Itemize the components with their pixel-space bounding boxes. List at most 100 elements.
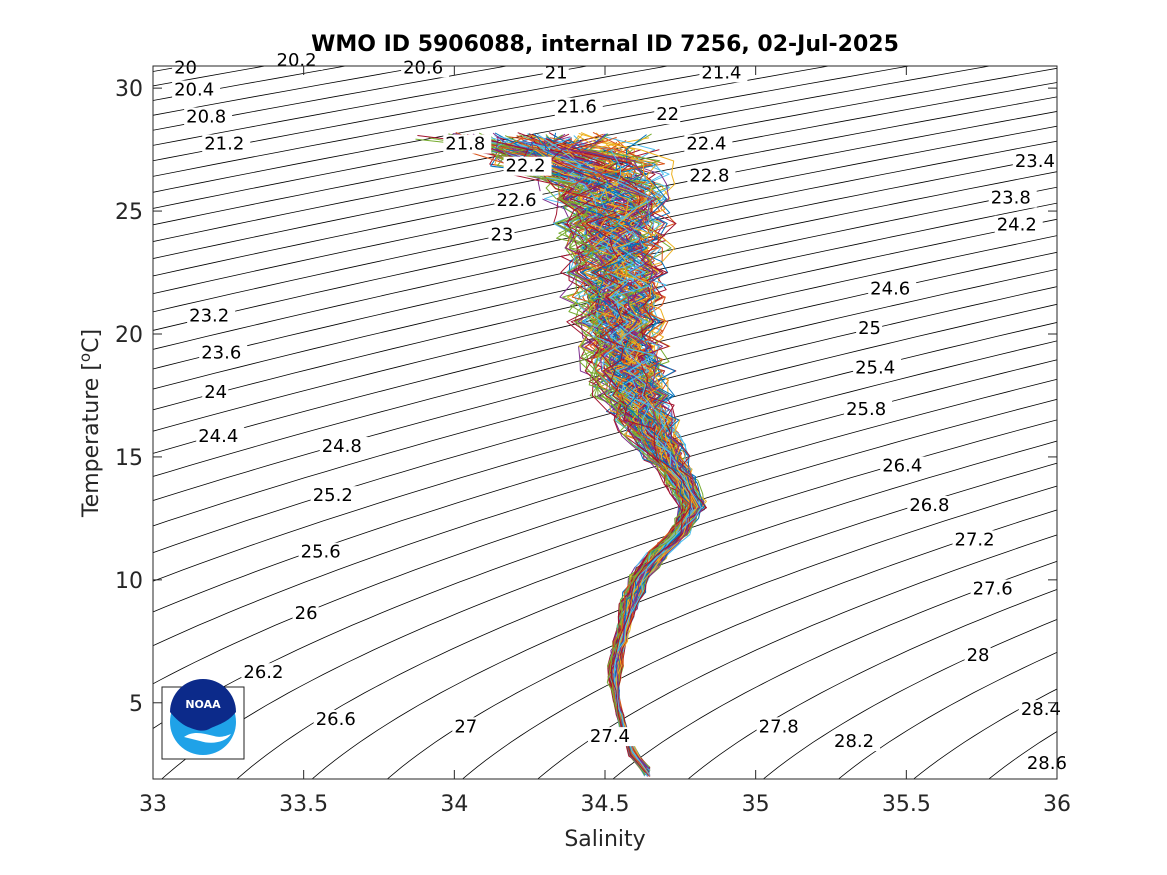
isopycnal-line	[612, 560, 1057, 779]
isopycnal-label: 26.4	[882, 456, 922, 477]
isopycnal-label: 22.6	[497, 190, 537, 211]
isopycnal-line	[687, 588, 1057, 779]
isopycnal-label: 27.2	[955, 529, 995, 550]
y-tick-label: 30	[115, 77, 143, 102]
isopycnal-line	[762, 619, 1057, 779]
isopycnal-label-bg	[844, 400, 893, 420]
isopycnal-label-bg	[587, 727, 636, 747]
isopycnal-label: 24.8	[322, 436, 362, 457]
isopycnal-label-bg	[503, 156, 552, 176]
x-tick-label: 34.5	[581, 792, 630, 817]
y-tick-label: 5	[129, 692, 143, 717]
profile-line	[569, 140, 707, 774]
isopycnal-label-bg	[907, 496, 956, 516]
x-tick-label: 35	[742, 792, 770, 817]
isopycnal-label: 22	[656, 104, 679, 125]
noaa-logo: NOAA	[161, 679, 245, 760]
isopycnal-label-bg	[241, 663, 290, 683]
y-tick-label: 20	[115, 323, 143, 348]
isopycnal-label-bg	[443, 134, 492, 154]
isopycnal-label: 27	[454, 716, 477, 737]
isopycnal-label-bg	[988, 188, 1037, 208]
isopycnal-line	[386, 485, 1057, 779]
isopycnal-line	[153, 66, 912, 209]
isopycnal-label: 23.4	[1015, 151, 1055, 172]
isopycnal-label: 21.8	[445, 134, 485, 155]
isopycnal-label-bg	[542, 63, 569, 83]
isopycnal-label-bg	[868, 279, 917, 299]
isopycnal-label: 24.6	[870, 279, 910, 300]
isopycnal-label: 28	[967, 645, 990, 666]
x-tick-label: 34	[440, 792, 468, 817]
isopycnal-line	[837, 651, 1057, 779]
isopycnal-line	[153, 251, 1057, 477]
y-axis: 5 10 15 20 25 30	[115, 77, 1057, 717]
profile-line	[448, 133, 688, 775]
isopycnal-label-bg	[832, 732, 881, 752]
isopycnal-label: 20.6	[403, 57, 443, 78]
isopycnal-label: 26.6	[316, 709, 356, 730]
isopycnal-line	[153, 378, 1057, 685]
isopycnal-label: 26.8	[909, 495, 949, 516]
x-tick-label: 33.5	[279, 792, 328, 817]
profile-lines	[415, 131, 707, 777]
isopycnal-line	[161, 419, 1057, 779]
isopycnal-label-bg	[196, 427, 245, 447]
isopycnal-label: 23.8	[991, 188, 1031, 209]
y-tick-label: 25	[115, 200, 143, 225]
isopycnal-label: 25.8	[846, 399, 886, 420]
isopycnal-label-bg	[699, 63, 748, 83]
isopycnal-label-bg	[1012, 151, 1061, 171]
y-axis-label-unit: C]	[79, 329, 104, 353]
isopycnal-label-bg	[964, 645, 991, 665]
isopycnal-line	[153, 286, 1057, 527]
isopycnal-label-bg	[292, 604, 319, 624]
x-axis-label: Salinity	[564, 827, 645, 852]
isopycnal-label-bg	[994, 215, 1043, 235]
isopycnal-label-bg	[319, 437, 368, 457]
isopycnal-label: 25.4	[855, 357, 895, 378]
isopycnal-label: 23.2	[189, 306, 229, 327]
isopycnal-label-bg	[970, 579, 1019, 599]
isopycnal-label: 27.8	[759, 716, 799, 737]
isopycnal-label: 24.2	[997, 215, 1037, 236]
isopycnal-label: 25.2	[313, 485, 353, 506]
isopycnal-label-bg	[401, 58, 450, 78]
isopycnal-line	[153, 66, 832, 193]
isopycnal-line	[153, 111, 1057, 295]
isopycnal-label-bg	[172, 80, 221, 100]
isopycnal-label-bg	[172, 58, 199, 78]
isopycnal-label: 21.4	[701, 62, 741, 83]
isopycnal-line	[153, 268, 1057, 502]
logo-wave	[184, 733, 231, 743]
isopycnal-label: 26.2	[243, 662, 283, 683]
isopycnal-line	[153, 235, 1057, 454]
isopycnal-line	[153, 96, 1057, 277]
isopycnal-label: 28.6	[1027, 753, 1067, 774]
isopycnal-label-bg	[199, 343, 248, 363]
isopycnal-label: 21.2	[204, 134, 244, 155]
isopycnal-label: 22.4	[686, 134, 726, 155]
isopycnal-label-bg	[202, 134, 251, 154]
isopycnal-line	[461, 509, 1057, 779]
isopycnal-label-bg	[488, 225, 515, 245]
isopycnal-label-bg	[554, 97, 603, 117]
isopycnal-label-bg	[856, 318, 883, 338]
isopycnal-label-bg	[298, 542, 347, 562]
isopycnal-label: 27.4	[590, 726, 630, 747]
isopycnal-label-bg	[187, 306, 236, 326]
isopycnal-label: 28.4	[1021, 699, 1061, 720]
profile-line	[567, 139, 703, 769]
isopycnal-label-bg	[202, 382, 229, 402]
isopycnal-line	[537, 534, 1057, 779]
y-axis-label-text: Temperature [	[79, 362, 104, 518]
isopycnal-label: 25.6	[301, 542, 341, 563]
y-axis-label: Temperature [oC]	[76, 329, 104, 518]
isopycnal-label: 23	[490, 225, 513, 246]
isopycnal-label: 21.6	[557, 97, 597, 118]
isopycnal-label: 20	[174, 57, 197, 78]
isopycnal-label: 24.4	[198, 426, 238, 447]
isopycnal-label: 21	[545, 62, 568, 83]
